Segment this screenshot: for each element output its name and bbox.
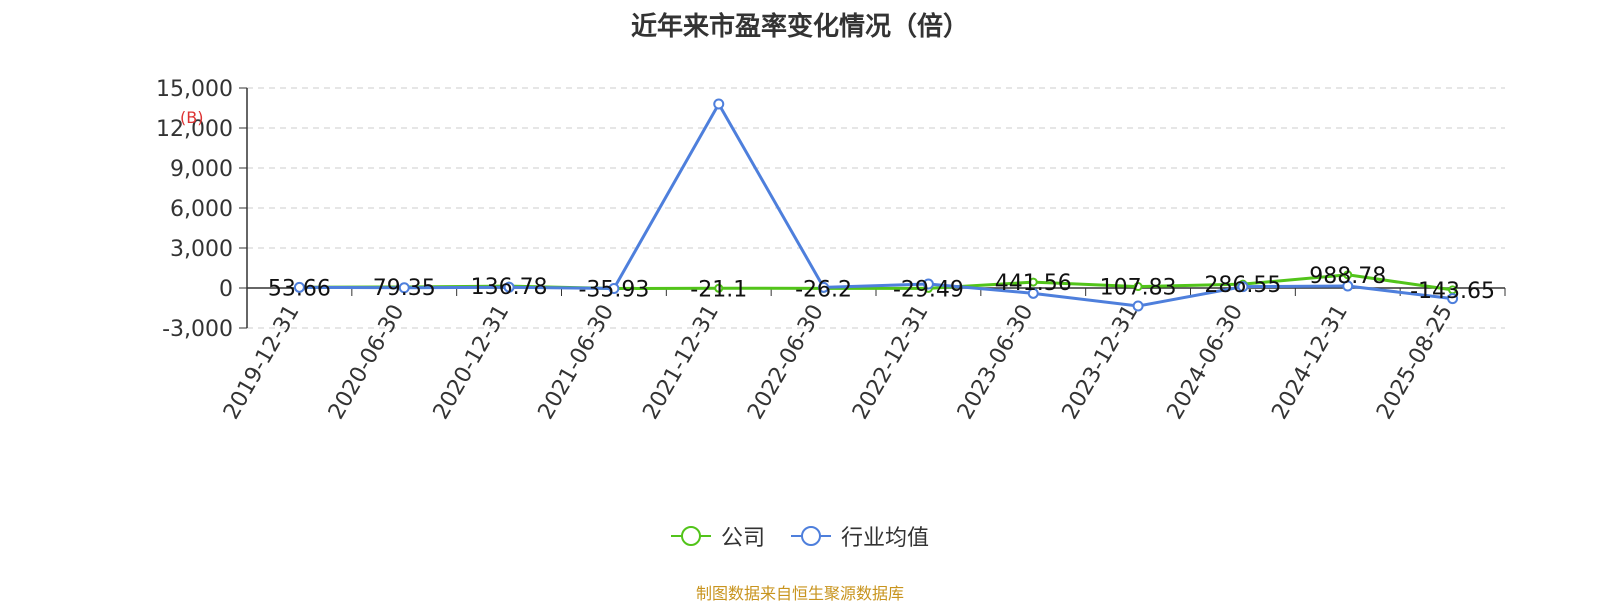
data-point-0: [1133, 282, 1143, 292]
legend-swatch-industry-average: [791, 526, 831, 546]
data-source-note: 制图数据来自恒生聚源数据库: [695, 584, 904, 603]
data-label: 286.55: [1204, 273, 1281, 298]
data-label: 79.35: [373, 276, 436, 301]
y-tick-label: 15,000: [156, 77, 233, 102]
y-tick-label: 12,000: [156, 117, 233, 142]
y-tick-label: 3,000: [170, 237, 233, 262]
data-label: 53.66: [268, 276, 331, 301]
y-tick-label: 6,000: [170, 197, 233, 222]
x-tick-label: 2020-06-30: [324, 301, 410, 424]
series-line-1: [299, 100, 1453, 308]
data-label: 107.83: [1100, 276, 1177, 301]
x-tick-label: 2021-12-31: [638, 301, 724, 424]
data-point-1: [608, 283, 620, 295]
data-label: 441.56: [995, 271, 1072, 296]
x-tick-label: 2022-06-30: [743, 301, 829, 424]
legend-item-industry-average[interactable]: 行业均值: [791, 520, 929, 552]
data-label: -29.49: [893, 277, 964, 302]
pe-ratio-line-chart: 15,00012,0009,0006,0003,0000-3,0002019-1…: [156, 77, 1506, 424]
data-point-0: [1028, 277, 1038, 287]
data-point-1: [818, 281, 830, 293]
data-label: 988.78: [1309, 264, 1386, 289]
data-point-1: [293, 281, 305, 293]
data-point-0: [1343, 270, 1353, 280]
data-point-1: [1342, 280, 1354, 292]
x-tick-label: 2024-06-30: [1163, 301, 1249, 424]
watermark-stamp: (B): [180, 108, 204, 127]
legend-label-company: 公司: [720, 526, 765, 551]
legend: 公司 行业均值: [0, 520, 1600, 552]
y-tick-label: 0: [219, 277, 233, 302]
legend-swatch-company: [670, 526, 711, 546]
x-tick-label: 2021-06-30: [534, 301, 620, 424]
data-point-1: [713, 98, 725, 110]
data-point-1: [922, 278, 934, 290]
data-point-1: [1237, 281, 1249, 293]
chart-title: 近年来市盈率变化情况（倍）: [630, 12, 969, 42]
x-tick-label: 2022-12-31: [848, 301, 934, 424]
data-label: -35.93: [578, 277, 649, 302]
data-point-1: [1027, 287, 1039, 299]
y-tick-label: 9,000: [170, 157, 233, 182]
data-label: -26.2: [795, 277, 852, 302]
x-tick-label: 2024-12-31: [1267, 301, 1353, 424]
data-point-1: [1447, 293, 1459, 305]
legend-label-industry-average: 行业均值: [841, 526, 930, 551]
data-point-1: [503, 281, 515, 293]
data-point-0: [714, 283, 724, 293]
y-tick-label: -3,000: [162, 317, 233, 342]
x-tick-label: 2023-06-30: [953, 301, 1039, 424]
data-label: -21.1: [690, 277, 747, 302]
x-tick-label: 2020-12-31: [429, 301, 515, 424]
x-tick-label: 2023-12-31: [1058, 301, 1144, 424]
x-tick-label: 2025-08-25: [1372, 301, 1458, 424]
data-point-1: [1132, 300, 1144, 312]
data-label: 136.78: [471, 275, 548, 300]
data-label: -143.65: [1410, 279, 1495, 304]
data-point-1: [398, 282, 410, 294]
legend-item-company[interactable]: 公司: [670, 520, 765, 552]
